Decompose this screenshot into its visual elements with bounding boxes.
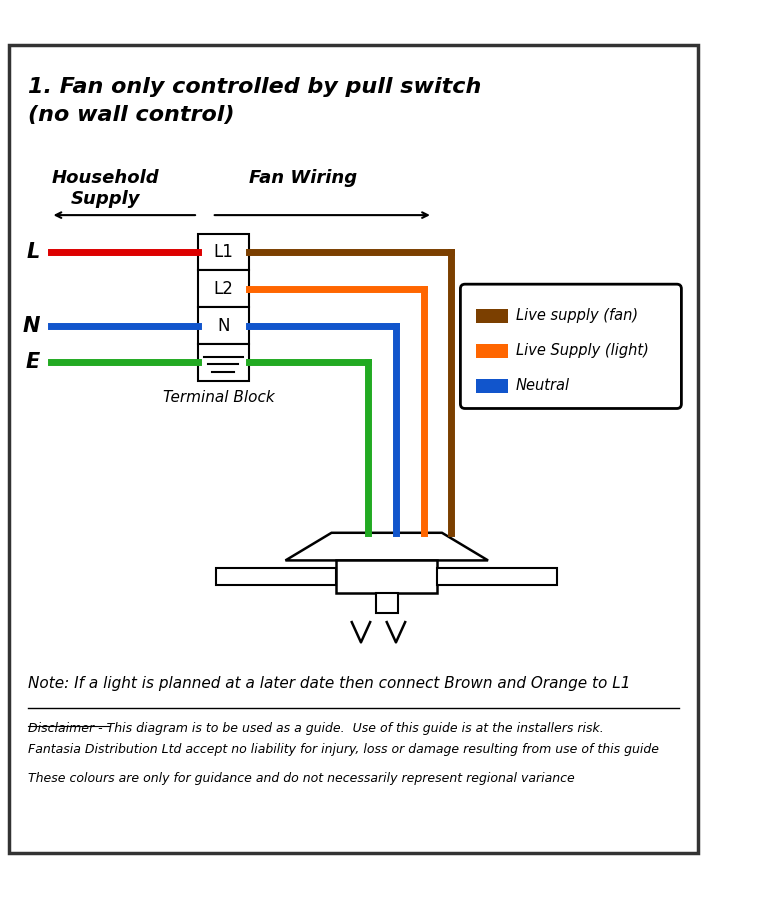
Text: These colours are only for guidance and do not necessarily represent regional va: These colours are only for guidance and … <box>28 772 574 785</box>
Text: N: N <box>217 317 230 335</box>
Text: Live Supply (light): Live Supply (light) <box>515 343 648 358</box>
Text: N: N <box>22 315 40 336</box>
Bar <box>476 309 508 323</box>
Text: Disclaimer - This diagram is to be used as a guide.  Use of this guide is at the: Disclaimer - This diagram is to be used … <box>28 722 604 735</box>
Text: Note: If a light is planned at a later date then connect Brown and Orange to L1: Note: If a light is planned at a later d… <box>28 675 630 691</box>
Text: Live supply (fan): Live supply (fan) <box>515 308 637 323</box>
Bar <box>217 568 336 585</box>
Text: Neutral: Neutral <box>515 378 570 393</box>
Bar <box>198 307 249 344</box>
Text: 1. Fan only controlled by pull switch: 1. Fan only controlled by pull switch <box>28 77 481 97</box>
Text: (no wall control): (no wall control) <box>28 105 234 125</box>
Polygon shape <box>286 533 488 560</box>
Text: L2: L2 <box>214 280 233 298</box>
Text: Household
Supply: Household Supply <box>52 169 160 207</box>
Text: Fan Wiring: Fan Wiring <box>249 169 357 187</box>
Text: L: L <box>26 242 40 262</box>
Text: Fantasia Distribution Ltd accept no liability for injury, loss or damage resulti: Fantasia Distribution Ltd accept no liab… <box>28 743 659 756</box>
FancyBboxPatch shape <box>460 284 681 409</box>
Bar <box>476 379 508 392</box>
Text: Terminal Block: Terminal Block <box>163 390 275 405</box>
Bar <box>198 270 249 307</box>
Bar <box>198 344 249 381</box>
Text: E: E <box>25 352 40 373</box>
Bar <box>376 593 398 613</box>
Bar <box>198 233 249 270</box>
Bar <box>476 344 508 357</box>
Text: L1: L1 <box>214 243 233 261</box>
Bar <box>438 568 557 585</box>
Bar <box>336 560 438 593</box>
